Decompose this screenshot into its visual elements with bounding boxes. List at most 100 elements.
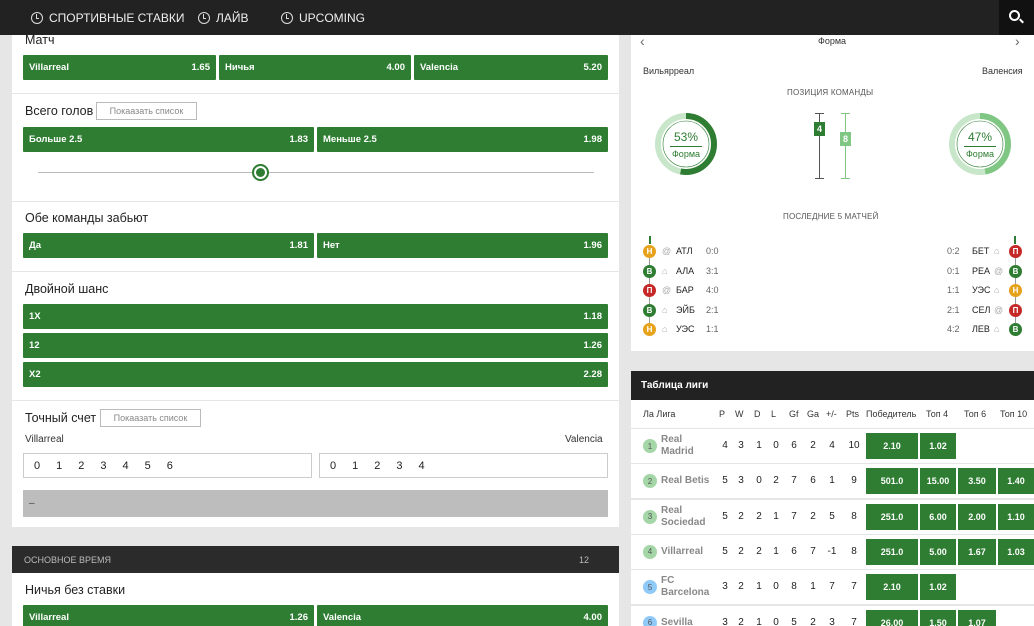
- team-name[interactable]: Real Betis: [661, 475, 709, 487]
- stat-w: 3: [738, 475, 744, 487]
- team-name[interactable]: Sevilla: [661, 617, 693, 626]
- exact-home-team: Villarreal: [25, 434, 64, 445]
- team-name[interactable]: Villarreal: [661, 546, 703, 558]
- team-name-line: Barcelona: [661, 587, 710, 599]
- odd-win-button[interactable]: 2.10: [866, 574, 918, 601]
- odd-top6-button[interactable]: 2.00: [958, 503, 996, 530]
- odd-win-button[interactable]: 251.0: [866, 503, 918, 530]
- odd-over-button[interactable]: Больше 2.5 1.83: [23, 127, 314, 152]
- odd-draw-button[interactable]: Ничья 4.00: [219, 55, 411, 80]
- odd-win-button[interactable]: 26.00: [866, 609, 918, 626]
- odd-x2-button[interactable]: X2 2.28: [23, 362, 608, 387]
- venue-icon: ⌂: [994, 324, 1000, 334]
- goal-option[interactable]: 4: [418, 459, 425, 472]
- odd-dnb-away-button[interactable]: Valencia 4.00: [317, 605, 608, 626]
- odd-home-button[interactable]: Villarreal 1.65: [23, 55, 216, 80]
- away-form-donut: [949, 113, 1011, 175]
- rank-badge: 6: [643, 615, 657, 626]
- odd-win-button[interactable]: 2.10: [866, 433, 918, 459]
- timeline-connector: [649, 277, 650, 285]
- odd-top6-button[interactable]: 1.67: [958, 538, 996, 565]
- nav-sports-bets[interactable]: СПОРТИВНЫЕ СТАВКИ: [31, 0, 185, 35]
- divider: [12, 201, 619, 202]
- stat-w: 2: [738, 581, 744, 593]
- table-row[interactable]: 1 Real Madrid 4 3 1 0 6 2 4 10 2.10 1.02: [631, 429, 1034, 464]
- team-name-line: Madrid: [661, 446, 694, 457]
- odd-top10-button[interactable]: 1.40: [998, 468, 1034, 495]
- odd-away-button[interactable]: Valencia 5.20: [414, 55, 608, 80]
- team-name[interactable]: Real Sociedad: [661, 505, 705, 529]
- opponent: ЛЕВ: [972, 324, 990, 334]
- match-score: 4:2: [947, 324, 960, 334]
- home-position-marker: 4: [814, 122, 825, 136]
- table-row[interactable]: 6 Sevilla 3 2 1 0 5 2 3 7 26.00 1.50 1.07: [631, 605, 1034, 626]
- form-title: Форма: [818, 36, 847, 46]
- stat-pts: 7: [851, 581, 857, 593]
- odd-top4-button[interactable]: 1.02: [920, 574, 956, 601]
- table-row[interactable]: 4 Villarreal 5 2 2 1 6 7 -1 8 251.0 5.00 1.67 1.03: [631, 534, 1034, 570]
- goals-slider-handle[interactable]: [252, 164, 269, 181]
- odd-top4-button[interactable]: 6.00: [920, 503, 956, 530]
- team-name-line: Real: [661, 504, 683, 516]
- main-time-header[interactable]: ОСНОВНОЕ ВРЕМЯ 12: [12, 546, 619, 573]
- team-name[interactable]: FC Barcelona: [661, 575, 709, 599]
- chevron-right-icon[interactable]: ›: [1015, 33, 1020, 49]
- odd-top4-button[interactable]: 1.02: [920, 433, 956, 459]
- search-button[interactable]: [999, 0, 1034, 35]
- stat-diff: 5: [829, 510, 835, 522]
- stat-w: 2: [738, 545, 744, 557]
- home-form-label: Форма: [671, 149, 701, 159]
- chevron-left-icon[interactable]: ‹: [640, 33, 645, 49]
- goal-option[interactable]: 2: [78, 459, 85, 472]
- goal-option[interactable]: 4: [122, 459, 129, 472]
- team-name[interactable]: Real Madrid: [661, 434, 694, 458]
- odd-yes-button[interactable]: Да 1.81: [23, 233, 314, 258]
- venue-icon: ⌂: [662, 265, 668, 276]
- goal-option[interactable]: 6: [166, 459, 173, 472]
- nav-upcoming[interactable]: UPCOMING: [281, 0, 365, 35]
- home-goals-picker[interactable]: 0 1 2 3 4 5 6: [23, 453, 312, 478]
- timeline-connector: [649, 316, 650, 324]
- stat-p: 5: [722, 545, 728, 557]
- goal-option[interactable]: 2: [374, 459, 381, 472]
- odd-win-button[interactable]: 251.0: [866, 538, 918, 565]
- rank-badge: 2: [643, 474, 657, 489]
- stat-diff: -1: [827, 545, 837, 557]
- table-row[interactable]: 2 Real Betis 5 3 0 2 7 6 1 9 501.0 15.00 3.50 1.40: [631, 464, 1034, 500]
- opponent: ЭЙБ: [676, 304, 695, 315]
- result-badge: В: [643, 264, 656, 278]
- table-row[interactable]: 3 Real Sociedad 5 2 2 1 7 2 5 8 251.0 6.00 2.00 1.10: [631, 499, 1034, 535]
- column-header: W: [735, 409, 744, 419]
- odd-top10-button[interactable]: 1.03: [998, 538, 1034, 565]
- odd-top4-button[interactable]: 1.50: [920, 609, 956, 626]
- timeline-connector: [1015, 258, 1016, 265]
- odd-1x-button[interactable]: 1X 1.18: [23, 304, 608, 329]
- goal-option[interactable]: 0: [330, 459, 337, 472]
- match-title: Матч: [25, 33, 55, 47]
- goal-option[interactable]: 0: [34, 459, 41, 472]
- goal-option[interactable]: 3: [100, 459, 107, 472]
- goal-option[interactable]: 1: [56, 459, 63, 472]
- odd-12-button[interactable]: 12 1.26: [23, 333, 608, 358]
- opponent: АТЛ: [676, 246, 693, 256]
- odd-win-button[interactable]: 501.0: [866, 468, 918, 495]
- timeline-connector: [649, 297, 650, 304]
- nav-live[interactable]: ЛАЙВ: [198, 0, 249, 35]
- odd-top6-button[interactable]: 1.07: [958, 609, 996, 626]
- show-list-button[interactable]: Покаазать список: [100, 409, 201, 427]
- show-list-button[interactable]: Покаазать список: [96, 102, 197, 120]
- odd-top6-button[interactable]: 3.50: [958, 468, 996, 495]
- odd-top4-button[interactable]: 5.00: [920, 538, 956, 565]
- exact-score-result-button[interactable]: –: [23, 490, 608, 517]
- goal-option[interactable]: 3: [396, 459, 403, 472]
- away-goals-picker[interactable]: 0 1 2 3 4: [319, 453, 608, 478]
- goal-option[interactable]: 5: [144, 459, 151, 472]
- odd-dnb-home-button[interactable]: Villarreal 1.26: [23, 605, 314, 626]
- odd-under-button[interactable]: Меньше 2.5 1.98: [317, 127, 608, 152]
- table-row[interactable]: 5 FC Barcelona 3 2 1 0 8 1 7 7 2.10 1.02: [631, 570, 1034, 606]
- odd-no-button[interactable]: Нет 1.96: [317, 233, 608, 258]
- odd-top4-button[interactable]: 15.00: [920, 468, 956, 495]
- goal-option[interactable]: 1: [352, 459, 359, 472]
- odd-top10-button[interactable]: 1.10: [998, 503, 1034, 530]
- stat-gf: 7: [791, 475, 797, 487]
